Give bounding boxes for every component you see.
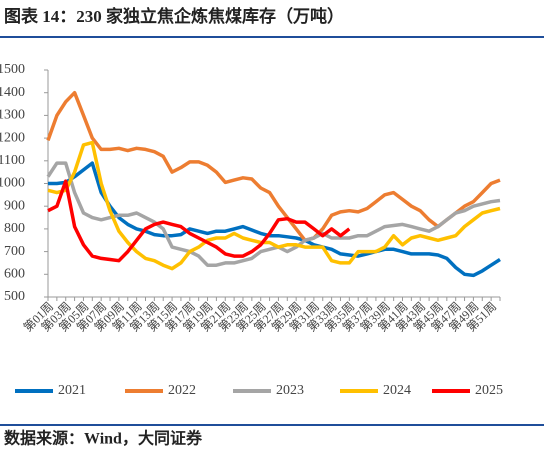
legend-label: 2022 — [168, 383, 196, 398]
series-line — [46, 90, 501, 243]
y-tick-label: 1500 — [0, 62, 25, 77]
y-tick-label: 700 — [4, 244, 25, 259]
y-tick-label: 900 — [4, 198, 25, 213]
source: 数据来源：Wind，大同证券 — [4, 429, 203, 448]
legend-label: 2023 — [276, 383, 304, 398]
series-line — [47, 179, 351, 263]
y-tick-label: 1300 — [0, 108, 25, 123]
series-line — [47, 140, 501, 271]
legend-label: 2021 — [58, 383, 86, 398]
series-line — [48, 161, 501, 278]
y-tick-label: 1200 — [0, 130, 25, 145]
legend-label: 2025 — [475, 383, 503, 398]
y-tick-label: 500 — [4, 289, 25, 304]
y-tick-label: 1100 — [0, 153, 25, 168]
y-tick-label: 600 — [4, 267, 25, 282]
y-tick-label: 1000 — [0, 176, 25, 191]
y-tick-label: 1400 — [0, 85, 25, 100]
y-tick-label: 800 — [4, 221, 25, 236]
legend-label: 2024 — [383, 383, 411, 398]
series-line — [46, 161, 501, 267]
chart-title: 图表 14：230 家独立焦企炼焦煤库存（万吨） — [4, 6, 344, 26]
